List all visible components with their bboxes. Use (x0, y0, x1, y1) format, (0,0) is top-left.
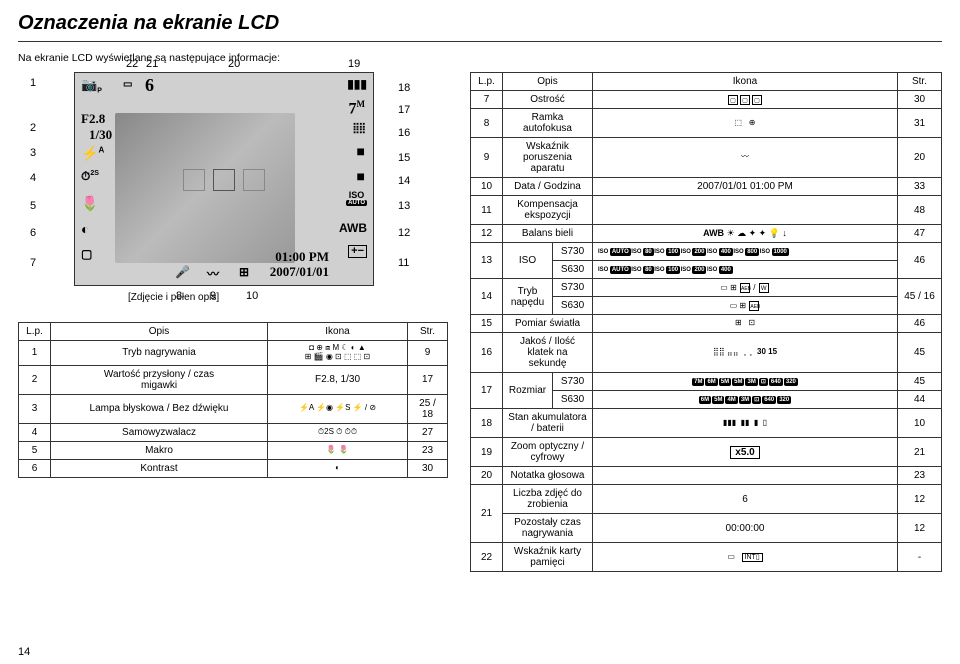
table-row: 10Data / Godzina2007/01/01 01:00 PM33 (471, 178, 942, 196)
timer-icon: ⏱2S (81, 169, 99, 184)
label-4: 4 (30, 172, 36, 184)
sharpness-icon: ■ (357, 143, 365, 159)
table-row: 8Ramka autofokusa⬚ ⊕31 (471, 109, 942, 138)
drive-icon: ■ (357, 168, 365, 184)
mic-icon: 🎤 (175, 265, 190, 279)
label-1: 1 (30, 77, 36, 89)
label-21: 21 (146, 58, 158, 70)
label-2: 2 (30, 122, 36, 134)
label-17: 17 (398, 104, 410, 116)
label-22: 22 (126, 58, 138, 70)
table-row: 9Wskaźnik poruszenia aparatu〰20 (471, 138, 942, 178)
ev-icon: +− (348, 245, 367, 258)
table-row: Pozostały czas nagrywania 00:00:00 12 (471, 514, 942, 543)
label-18: 18 (398, 82, 410, 94)
table-row: 18Stan akumulatora / baterii▮▮▮ ▮▮ ▮ ▯10 (471, 409, 942, 438)
table-row: 17 Rozmiar S730 7M6M5M5M3M⊡640320 45 (471, 373, 942, 391)
table-row: 4 Samowyzwalacz ⏱2S ⏱ ⏱⏱ 27 (19, 423, 448, 441)
size-7m: 7M (349, 99, 366, 118)
label-14: 14 (398, 175, 410, 187)
shake-icon: 〰 (207, 265, 219, 282)
col-lp: L.p. (19, 323, 51, 341)
f-value: F2.8 (81, 111, 105, 127)
label-19: 19 (348, 58, 360, 70)
table-row: 20Notatka głosowa23 (471, 467, 942, 485)
table-row: 7Ostrość▢▢▢30 (471, 91, 942, 109)
label-20: 20 (228, 58, 240, 70)
table-row: 22Wskaźnik karty pamięci▭ INT▯- (471, 543, 942, 572)
shutter-value: 1/30 (89, 127, 112, 143)
flash-icon: ⚡A (81, 145, 104, 162)
col-str: Str. (898, 73, 942, 91)
lcd-caption: [Zdjęcie i pełen opis] (128, 292, 219, 303)
page-title: Oznaczenia na ekranie LCD (18, 12, 942, 35)
table-row: 11Kompensacja ekspozycji48 (471, 196, 942, 225)
label-7: 7 (30, 257, 36, 269)
col-str: Str. (408, 323, 448, 341)
label-12: 12 (398, 227, 410, 239)
table-row: 6 Kontrast ◐ 30 (19, 459, 448, 477)
label-5: 5 (30, 200, 36, 212)
table-row: 1 Tryb nagrywania ◘ ⊕ ⧈ M ☾ ◐ ▲ ⊞ 🎬 ◉ ⊡ … (19, 341, 448, 366)
table-row: 19Zoom optyczny / cyfrowyx5.021 (471, 438, 942, 467)
count-6: 6 (145, 75, 154, 96)
col-opis: Opis (503, 73, 593, 91)
left-table: L.p. Opis Ikona Str. 1 Tryb nagrywania ◘… (18, 322, 448, 478)
table-row: 3 Lampa błyskowa / Bez dźwięku ⚡A ⚡◉ ⚡S … (19, 394, 448, 423)
macro-icon: 🌷 (81, 195, 98, 212)
table-row: 2 Wartość przysłony / czas migawki F2.8,… (19, 365, 448, 394)
battery-icon: ▮▮▮ (347, 77, 367, 91)
lcd-screen: 📷P ▭ 6 ▮▮▮ 7M ⣿⣿ ■ ■ ISO AUTO (74, 72, 374, 286)
table-row: 12Balans bieliAWB ☀ ☁ ✦ ✦ 💡 ↓47 (471, 225, 942, 243)
table-row: 5 Makro 🌷 🌷 23 (19, 441, 448, 459)
lcd-diagram: 1 2 3 4 5 6 7 22 21 20 19 18 17 16 15 14… (18, 72, 448, 312)
label-6: 6 (30, 227, 36, 239)
table-row: 21 Liczba zdjęć do zrobienia 6 12 (471, 485, 942, 514)
camera-mode-icon: 📷P (81, 77, 102, 95)
meter-icon: ⊞ (239, 265, 249, 279)
label-3: 3 (30, 147, 36, 159)
label-16: 16 (398, 127, 410, 139)
sharp-box-icon: ▢ (81, 247, 92, 261)
label-11: 11 (398, 257, 409, 269)
table-row: 13 ISO S730 ISOAUTOISO80ISO100ISO200ISO4… (471, 243, 942, 261)
col-opis: Opis (51, 323, 268, 341)
label-15: 15 (398, 152, 410, 164)
label-10: 10 (246, 290, 258, 302)
iso-auto-icon: ISO AUTO (346, 191, 367, 206)
datetime: 01:00 PM 2007/01/01 (270, 250, 329, 279)
col-ikona: Ikona (268, 323, 408, 341)
right-table: L.p. Opis Ikona Str. 7Ostrość▢▢▢30 8Ramk… (470, 72, 942, 572)
table-row: 15Pomiar światła⊞ ⊡46 (471, 315, 942, 333)
awb-icon: AWB (339, 221, 367, 235)
table-row: 14 Tryb napędu S730 ▭ ⊞ AEB / W 45 / 16 (471, 279, 942, 297)
label-13: 13 (398, 200, 410, 212)
page-number: 14 (18, 646, 30, 658)
col-lp: L.p. (471, 73, 503, 91)
table-row: 16Jakoś / Ilość klatek na sekundę⣿⣿ ⣤⣤ ⢀… (471, 333, 942, 373)
contrast-icon: ◐ (81, 221, 89, 237)
card-icon: ▭ (123, 79, 132, 90)
quality-dots-icon: ⣿⣿ (352, 123, 365, 134)
col-ikona: Ikona (593, 73, 898, 91)
